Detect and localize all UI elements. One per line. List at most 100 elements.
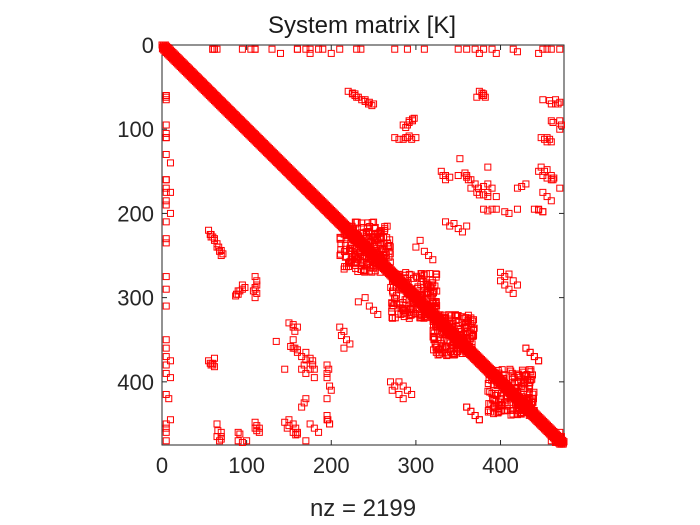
nonzero-marker bbox=[336, 323, 344, 331]
nonzero-marker bbox=[463, 172, 471, 180]
nonzero-marker bbox=[376, 268, 384, 276]
nonzero-marker bbox=[348, 258, 356, 266]
nonzero-marker bbox=[361, 268, 369, 276]
nonzero-marker bbox=[549, 118, 557, 126]
nonzero-marker bbox=[236, 430, 244, 438]
nonzero-marker bbox=[347, 247, 355, 255]
nonzero-marker bbox=[488, 184, 496, 192]
nonzero-marker bbox=[243, 437, 251, 445]
nonzero-marker bbox=[484, 406, 492, 414]
nonzero-marker bbox=[525, 399, 533, 407]
nonzero-marker bbox=[513, 205, 521, 213]
nonzero-marker bbox=[484, 180, 492, 188]
nonzero-marker bbox=[217, 435, 225, 443]
nonzero-marker bbox=[162, 344, 170, 352]
nonzero-marker bbox=[503, 402, 511, 410]
nonzero-marker bbox=[276, 49, 284, 57]
nonzero-marker bbox=[388, 299, 396, 307]
nonzero-marker bbox=[547, 437, 555, 445]
nonzero-marker bbox=[442, 349, 450, 357]
nonzero-marker bbox=[380, 264, 388, 272]
nonzero-marker bbox=[386, 236, 394, 244]
nonzero-marker bbox=[450, 220, 458, 228]
nonzero-marker bbox=[210, 354, 218, 362]
nonzero-marker bbox=[507, 367, 515, 375]
nonzero-marker bbox=[433, 327, 441, 335]
nonzero-marker bbox=[492, 205, 500, 213]
nonzero-marker bbox=[247, 45, 255, 53]
nonzero-marker bbox=[420, 45, 428, 53]
nonzero-marker bbox=[319, 45, 327, 53]
nonzero-marker bbox=[310, 374, 318, 382]
nonzero-marker bbox=[413, 296, 421, 304]
nonzero-marker bbox=[466, 328, 474, 336]
nonzero-marker bbox=[454, 172, 462, 180]
nonzero-marker bbox=[342, 224, 350, 232]
nonzero-marker bbox=[505, 285, 513, 293]
nonzero-marker bbox=[306, 354, 314, 362]
nonzero-marker bbox=[302, 395, 310, 403]
nonzero-marker bbox=[501, 208, 509, 216]
nonzero-marker bbox=[336, 235, 344, 243]
nonzero-marker bbox=[463, 344, 471, 352]
nonzero-marker bbox=[418, 270, 426, 278]
nonzero-marker bbox=[323, 361, 331, 369]
nonzero-marker bbox=[162, 188, 170, 196]
nonzero-marker bbox=[501, 385, 508, 393]
nonzero-marker bbox=[370, 306, 378, 314]
nonzero-marker bbox=[547, 138, 555, 146]
nonzero-marker bbox=[391, 134, 399, 142]
nonzero-marker bbox=[370, 253, 378, 261]
nonzero-marker bbox=[442, 218, 450, 226]
nonzero-marker bbox=[458, 228, 466, 236]
nonzero-marker bbox=[425, 306, 433, 314]
nonzero-marker bbox=[373, 244, 381, 252]
nonzero-marker bbox=[466, 335, 474, 343]
nonzero-marker bbox=[525, 366, 533, 374]
nonzero-marker bbox=[395, 378, 403, 386]
nonzero-marker bbox=[399, 299, 407, 307]
nonzero-marker bbox=[162, 184, 170, 192]
nonzero-marker bbox=[432, 316, 440, 324]
nonzero-marker bbox=[475, 184, 483, 192]
nonzero-marker bbox=[471, 45, 479, 53]
nonzero-marker bbox=[423, 305, 431, 313]
nonzero-marker bbox=[519, 397, 527, 405]
nonzero-marker bbox=[539, 208, 547, 216]
nonzero-marker bbox=[487, 371, 495, 379]
nonzero-marker bbox=[216, 247, 224, 255]
nonzero-marker bbox=[382, 262, 390, 270]
nonzero-marker bbox=[391, 314, 399, 322]
nonzero-marker bbox=[513, 281, 521, 289]
nonzero-marker bbox=[350, 244, 358, 252]
nonzero-marker bbox=[506, 395, 514, 403]
nonzero-marker bbox=[298, 365, 306, 373]
nonzero-marker bbox=[543, 174, 551, 182]
y-tick-label: 100 bbox=[117, 117, 154, 142]
nonzero-marker bbox=[426, 270, 434, 278]
nonzero-marker bbox=[353, 93, 361, 101]
nonzero-marker bbox=[293, 323, 301, 331]
nonzero-marker bbox=[162, 369, 170, 377]
nonzero-marker bbox=[255, 428, 263, 436]
nonzero-marker bbox=[462, 323, 470, 331]
nonzero-marker bbox=[356, 249, 364, 257]
nonzero-marker bbox=[292, 424, 300, 432]
nonzero-marker bbox=[346, 340, 354, 348]
nonzero-marker bbox=[162, 218, 170, 226]
nonzero-marker bbox=[543, 45, 551, 53]
nonzero-marker bbox=[302, 356, 310, 364]
nonzero-marker bbox=[473, 188, 481, 196]
nonzero-marker bbox=[529, 390, 537, 398]
nonzero-marker bbox=[387, 378, 395, 386]
nonzero-marker bbox=[526, 404, 534, 412]
nonzero-marker bbox=[234, 428, 242, 436]
nonzero-marker bbox=[293, 45, 301, 53]
nonzero-marker bbox=[429, 326, 437, 334]
nonzero-marker bbox=[526, 348, 534, 356]
nonzero-marker bbox=[166, 416, 174, 424]
nonzero-marker bbox=[391, 277, 399, 285]
nonzero-marker bbox=[489, 404, 497, 412]
nonzero-marker bbox=[423, 304, 431, 312]
nonzero-marker bbox=[414, 295, 422, 303]
